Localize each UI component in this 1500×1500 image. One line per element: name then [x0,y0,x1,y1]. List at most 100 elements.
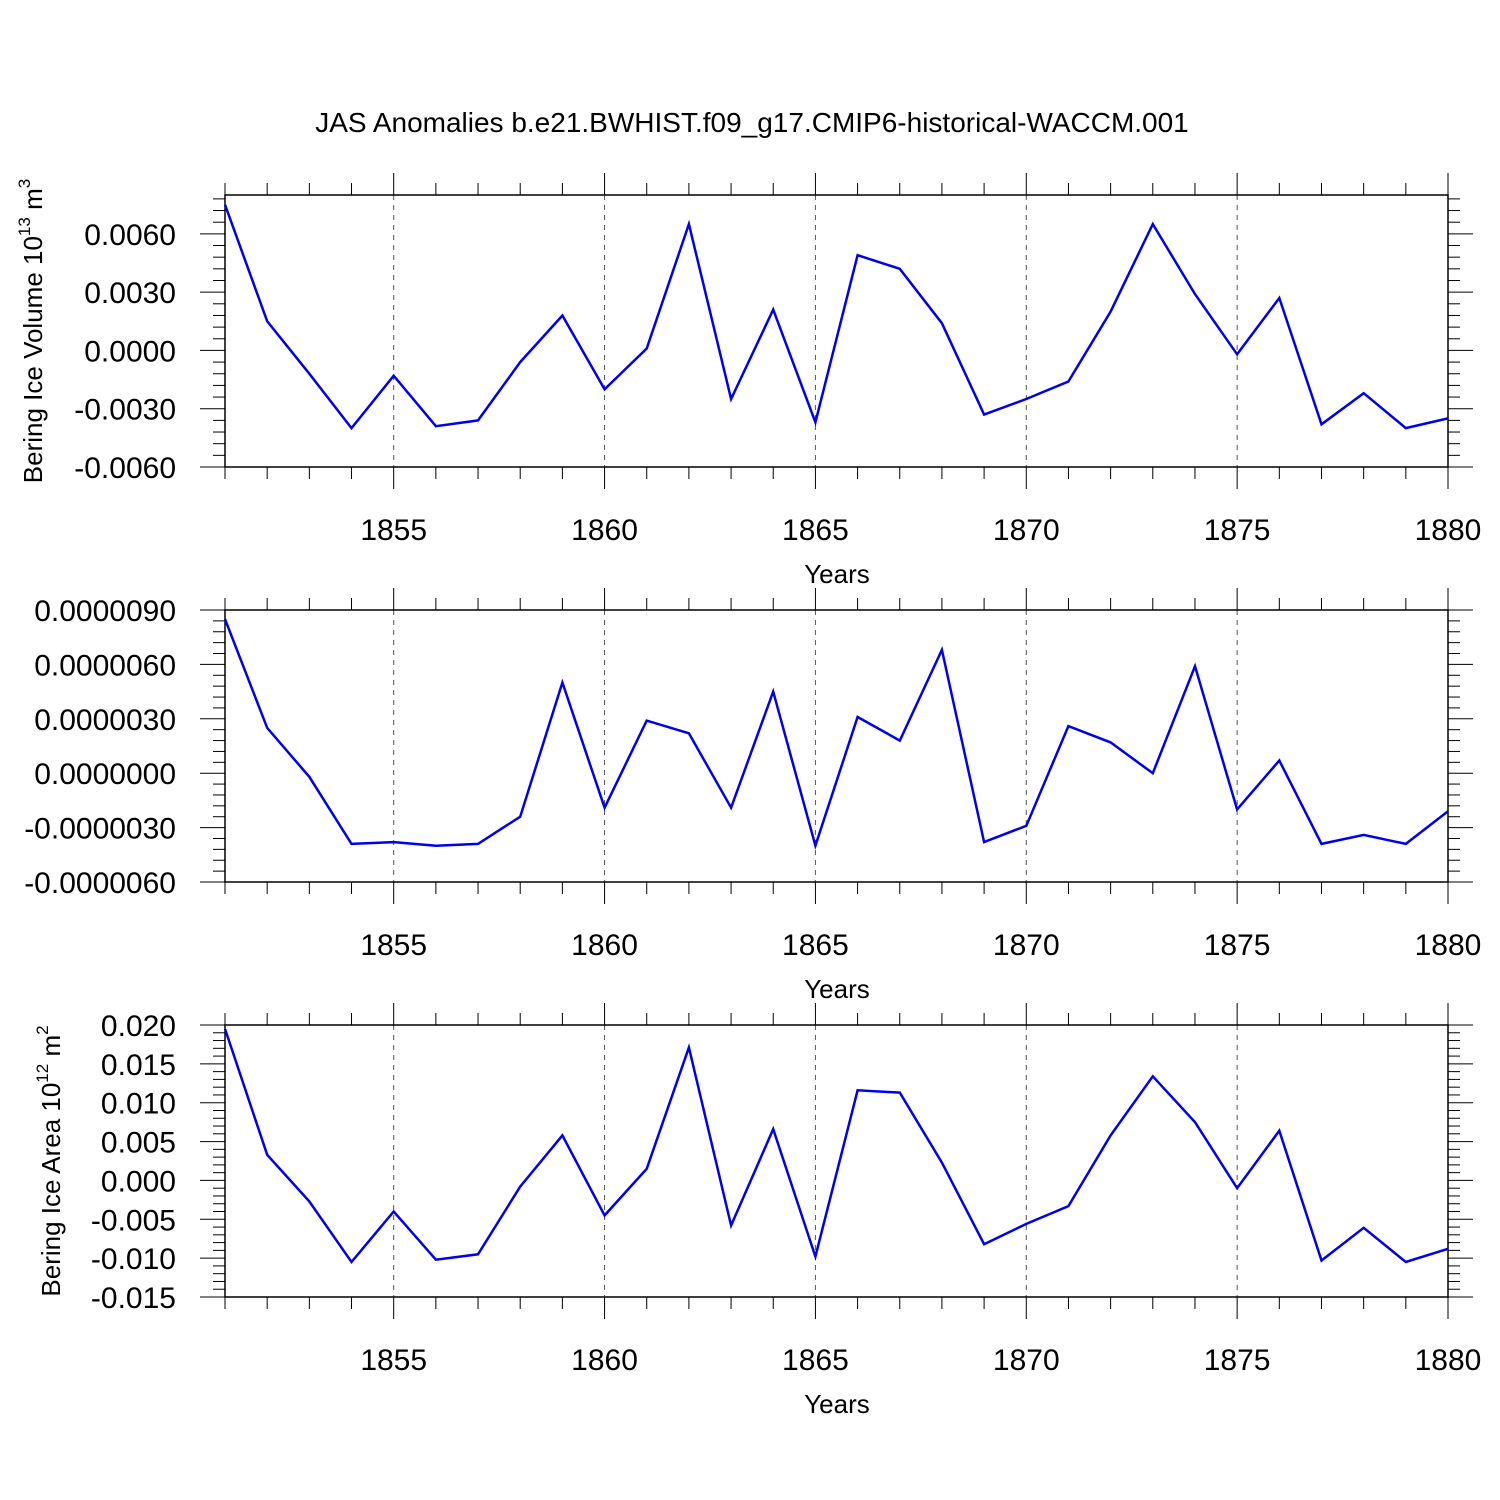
data-point [1320,423,1323,425]
data-point [350,843,353,845]
data-point [1447,810,1449,812]
x-tick-label: 1880 [1415,1344,1482,1377]
data-point [266,1154,268,1156]
x-tick-label: 1855 [360,929,427,962]
x-axis-title: Years [804,559,870,589]
x-tick-label: 1875 [1204,1344,1271,1377]
data-point [393,375,395,377]
y-tick-label: 0.010 [101,1088,176,1121]
y-axis-title: Bering Ice Area 1012 m2 [33,1025,66,1296]
data-point [983,1243,985,1245]
data-point [603,1214,606,1216]
x-tick-label: 1865 [782,929,849,962]
y-tick-label: 0.0060 [84,219,176,252]
data-point [350,1261,353,1263]
data-point [1363,834,1365,836]
data-point [688,732,690,734]
y-tick-label: 0.0000000 [34,758,176,791]
y-tick-label: -0.015 [91,1282,176,1315]
y-tick-label: -0.0060 [74,452,176,485]
data-point [1194,293,1196,295]
data-point [1152,1075,1154,1077]
data-point [477,1253,479,1255]
data-point [730,1224,732,1227]
data-point [1405,1261,1407,1263]
data-point [308,1200,310,1203]
data-point [983,841,985,843]
x-tick-label: 1860 [571,514,638,547]
data-point [1320,1259,1323,1262]
figure-title: JAS Anomalies b.e21.BWHIST.f09_g17.CMIP6… [315,107,1189,138]
data-point [224,618,226,620]
data-point [308,776,310,778]
y-tick-label: 0.005 [101,1127,176,1160]
data-point [1194,1121,1196,1123]
data-point [266,727,268,729]
data-point [1025,825,1027,827]
data-point [1110,741,1112,743]
data-point [772,691,774,693]
data-point [561,1134,563,1136]
x-tick-label: 1875 [1204,929,1271,962]
data-point [814,845,817,847]
data-point [1025,1223,1027,1225]
data-point [1236,353,1238,355]
y-tick-label: 0.015 [101,1049,176,1082]
panel-2: 1855 1860 1865 1870 1875 1880 -0.0000060 -0.000… [24,588,1481,1004]
data-point [1447,1248,1449,1250]
data-point [730,807,732,809]
x-tick-label: 1870 [993,929,1060,962]
plot-frame [224,1024,1449,1298]
y-tick-label: 0.0000060 [34,649,176,682]
data-point [899,268,901,270]
data-point [435,845,437,847]
y-tick-label: 0.0000 [84,335,176,368]
data-point [814,1255,817,1258]
x-tick-label: 1860 [571,1344,638,1377]
data-point [1194,665,1196,667]
data-point [1278,1130,1280,1132]
x-tick-label: 1860 [571,929,638,962]
data-point [941,322,943,324]
data-point [1405,843,1407,845]
data-point [1363,392,1365,394]
data-point [603,807,606,809]
data-point [1152,223,1154,225]
data-point [561,681,563,684]
data-point [814,421,817,423]
data-point [603,388,606,390]
data-point [1025,398,1027,400]
data-point [646,347,648,350]
x-tick-label: 1880 [1415,929,1482,962]
data-point [941,1161,943,1164]
x-tick-label: 1865 [782,1344,849,1377]
y-tick-label: 0.0000090 [34,595,176,628]
data-point [1110,310,1112,313]
data-point [519,361,521,363]
x-tick-label: 1855 [360,1344,427,1377]
data-point [393,841,395,843]
y-tick-label: -0.005 [91,1204,176,1237]
data-point [856,254,859,256]
data-point [393,1210,395,1213]
data-point [899,739,901,742]
data-point [1278,759,1280,762]
data-point [899,1092,901,1094]
series-line [223,204,1449,431]
y-tick-label: -0.0030 [74,394,176,427]
x-tick-label: 1870 [993,1344,1060,1377]
data-point [477,419,479,421]
data-point [561,314,563,317]
x-tick-label: 1880 [1415,514,1482,547]
data-point [1067,380,1070,383]
panel-1: 1855 1860 1865 1870 1875 1880 -0.0060 -0.0030 0.… [15,173,1481,589]
data-point [435,425,437,427]
x-tick-label: 1865 [782,514,849,547]
x-axis-title: Years [804,1389,870,1419]
data-point [1447,417,1449,420]
data-point [224,204,226,206]
data-point [519,816,521,818]
data-point [1236,808,1238,811]
